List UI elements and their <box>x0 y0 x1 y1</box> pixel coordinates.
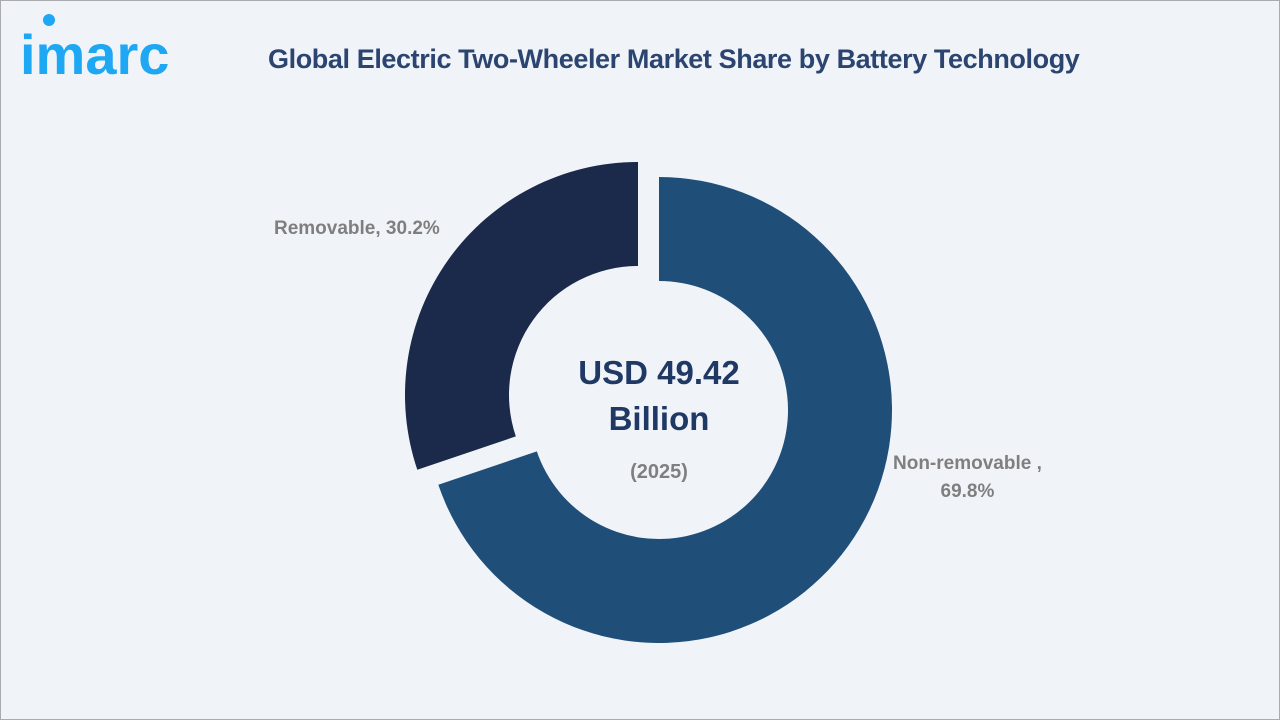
svg-text:imarc: imarc <box>20 23 169 82</box>
center-unit: Billion <box>608 400 710 437</box>
label-nonremovable-name: Non-removable , <box>893 453 1042 474</box>
center-year: (2025) <box>630 461 688 483</box>
center-value: USD 49.42 <box>578 354 740 391</box>
imarc-logo: imarc <box>20 14 169 82</box>
chart-title: Global Electric Two-Wheeler Market Share… <box>268 44 1080 74</box>
slice-nonremovable[interactable] <box>438 177 892 643</box>
slice-removable[interactable] <box>405 162 638 470</box>
label-nonremovable: Non-removable , 69.8% <box>893 450 1042 506</box>
label-nonremovable-value: 69.8% <box>940 481 995 502</box>
label-removable: Removable, 30.2% <box>274 218 440 239</box>
